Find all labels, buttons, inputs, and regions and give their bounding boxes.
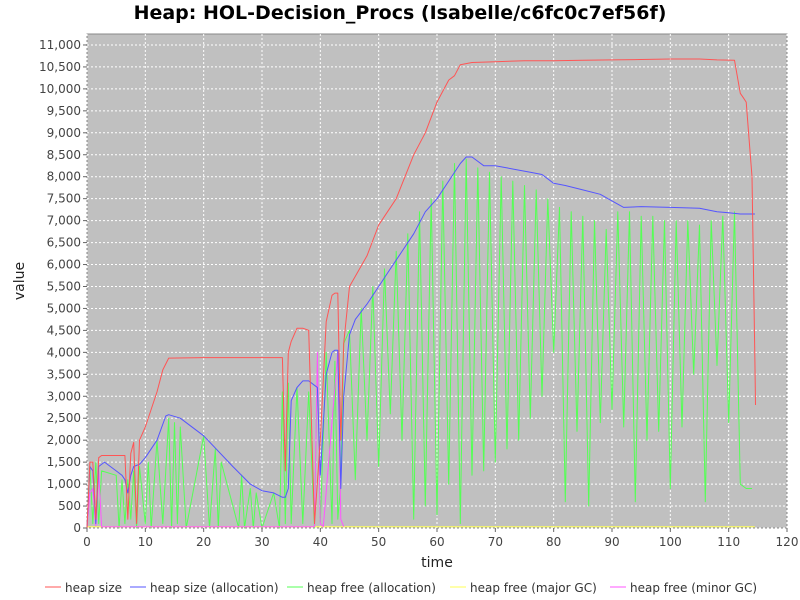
x-tick-label: 0 (83, 535, 91, 549)
x-tick-label: 90 (604, 535, 619, 549)
y-tick-label: 6,500 (47, 236, 81, 250)
y-tick-label: 7,000 (47, 214, 81, 228)
y-tick-label: 11,000 (39, 38, 81, 52)
x-tick-label: 80 (546, 535, 561, 549)
legend: heap size heap size (allocation) heap free… (45, 581, 757, 595)
y-tick-label: 10,000 (39, 82, 81, 96)
series-layer (86, 58, 756, 529)
x-tick-label: 10 (138, 535, 153, 549)
x-tick-label: 30 (254, 535, 269, 549)
y-tick-label: 0 (73, 521, 81, 535)
y-tick-label: 9,000 (47, 126, 81, 140)
y-tick-label: 7,500 (47, 192, 81, 206)
chart-title: Heap: HOL-Decision_Procs (Isabelle/c6fc0… (133, 2, 667, 24)
x-axis-label: time (421, 555, 453, 571)
x-tick-label: 20 (196, 535, 211, 549)
y-tick-label: 4,000 (47, 345, 81, 359)
y-tick-label: 3,000 (47, 389, 81, 403)
x-tick-label: 40 (313, 535, 328, 549)
y-tick-label: 500 (58, 499, 81, 513)
grid-layer (86, 34, 788, 529)
legend-label: heap free (major GC) (470, 581, 597, 595)
y-tick-label: 6,000 (47, 258, 81, 272)
x-tick-label: 50 (371, 535, 386, 549)
series-line-heap-free-minor-gc- (86, 351, 345, 529)
axis-layer: 0 10 20 30 40 50 60 70 80 90 100 110 120 0 500 1,000 1,5… (39, 38, 798, 549)
y-tick-label: 1,500 (47, 455, 81, 469)
y-tick-label: 5,000 (47, 301, 81, 315)
y-tick-label: 5,500 (47, 279, 81, 293)
x-tick-label: 60 (429, 535, 444, 549)
y-tick-label: 9,500 (47, 104, 81, 118)
x-tick-label: 110 (717, 535, 740, 549)
x-tick-label: 100 (659, 535, 682, 549)
legend-label: heap size (allocation) (150, 581, 279, 595)
y-tick-label: 1,000 (47, 477, 81, 491)
y-tick-label: 3,500 (47, 367, 81, 381)
legend-label: heap free (allocation) (307, 581, 436, 595)
y-tick-label: 2,000 (47, 433, 81, 447)
plot-background (86, 33, 788, 529)
y-axis-label: value (12, 262, 28, 300)
x-tick-label: 120 (776, 535, 799, 549)
y-tick-label: 2,500 (47, 411, 81, 425)
x-tick-label: 70 (488, 535, 503, 549)
series-line-heap-free-allocation- (86, 158, 752, 529)
legend-label: heap free (minor GC) (630, 581, 757, 595)
series-line-heap-size-allocation- (86, 156, 755, 529)
y-tick-label: 4,500 (47, 323, 81, 337)
y-tick-label: 8,500 (47, 148, 81, 162)
y-tick-label: 8,000 (47, 170, 81, 184)
legend-label: heap size (65, 581, 122, 595)
series-line-heap-size (86, 58, 756, 529)
y-tick-label: 10,500 (39, 60, 81, 74)
